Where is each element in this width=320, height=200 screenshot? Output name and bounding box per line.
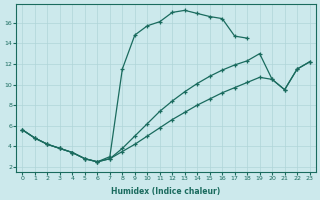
X-axis label: Humidex (Indice chaleur): Humidex (Indice chaleur) [111, 187, 221, 196]
